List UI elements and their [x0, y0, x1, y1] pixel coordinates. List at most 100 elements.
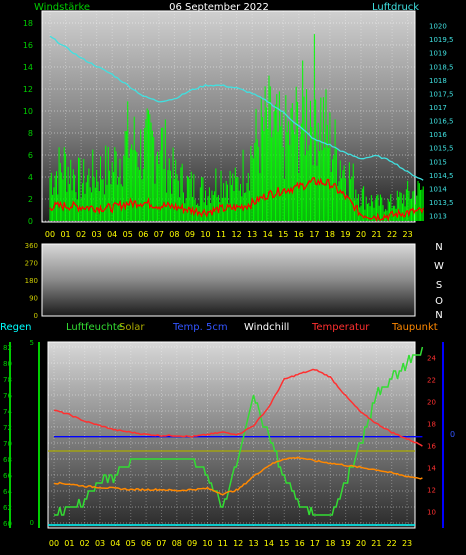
- mid-y-tick: 0: [30, 519, 34, 527]
- temperature-y-tick: 24: [427, 354, 436, 362]
- wind-x-tick: 03: [92, 230, 102, 239]
- wind-gust-series: [49, 34, 424, 221]
- temp-x-tick: 14: [264, 539, 274, 548]
- wind-x-tick: 17: [309, 230, 319, 239]
- mid-y-ticks: 05: [30, 339, 34, 527]
- temp-x-tick: 11: [218, 539, 228, 548]
- dewpoint-line: [53, 456, 423, 496]
- humidity-y-tick: 80: [3, 360, 12, 368]
- temp-x-tick: 05: [126, 539, 136, 548]
- humidity-y-tick: 70: [3, 440, 12, 448]
- pressure-y-tick: 1014,5: [429, 172, 454, 180]
- direction-y-tick: 0: [34, 312, 38, 320]
- legend-luftfeuchte: Luftfeuchte: [66, 322, 123, 333]
- direction-y-tick: 180: [25, 277, 38, 285]
- direction-y-tick: 270: [25, 260, 38, 268]
- temperature-y-tick: 14: [427, 465, 436, 473]
- wind-y-tick: 2: [28, 195, 33, 204]
- humidity-y-tick: 66: [3, 472, 12, 480]
- temp-x-tick: 03: [95, 539, 105, 548]
- pressure-y-tick: 1014: [429, 185, 447, 193]
- legend-temp5cm: Temp. 5cm: [172, 322, 228, 333]
- temp-x-tick: 00: [49, 539, 59, 548]
- wind-x-tick: 20: [356, 230, 366, 239]
- pressure-y-tick: 1019,5: [429, 36, 454, 44]
- humidity-line: [54, 346, 424, 516]
- wind-y-tick: 14: [23, 63, 33, 72]
- compass-label: S: [436, 280, 442, 291]
- wind-x-tick: 06: [138, 230, 148, 239]
- humidity-y-tick: 62: [3, 504, 12, 512]
- humidity-y-tick: 72: [3, 424, 12, 432]
- pressure-axis-title: Luftdruck: [372, 2, 419, 13]
- legend: Regen Luftfeuchte Solar Temp. 5cm Windch…: [0, 322, 438, 333]
- pressure-y-tick: 1019: [429, 50, 447, 58]
- pressure-y-tick: 1013,5: [429, 199, 454, 207]
- wind-x-tick: 16: [294, 230, 304, 239]
- chart-date-title: 06 September 2022: [169, 2, 269, 13]
- temp-x-tick: 10: [202, 539, 212, 548]
- pressure-y-tick: 1020: [429, 23, 447, 31]
- temperature-y-tick: 22: [427, 376, 436, 384]
- temperature-line: [53, 368, 423, 447]
- pressure-y-tick: 1013: [429, 213, 447, 221]
- temp-x-tick: 01: [64, 539, 74, 548]
- wind-x-tick: 02: [76, 230, 86, 239]
- humidity-y-tick: 74: [3, 408, 12, 416]
- wind-y-tick: 0: [28, 217, 33, 226]
- wind-y-tick: 16: [23, 41, 33, 50]
- humidity-y-tick: 82: [3, 344, 12, 352]
- wind-x-tick: 13: [247, 230, 257, 239]
- pressure-y-tick: 1017: [429, 104, 447, 112]
- temperature-y-tick: 12: [427, 487, 436, 495]
- wind-x-tick: 11: [216, 230, 226, 239]
- wind-x-tick: 19: [340, 230, 350, 239]
- legend-temperatur: Temperatur: [311, 322, 370, 333]
- wind-x-tick: 12: [232, 230, 242, 239]
- wind-x-tick: 21: [371, 230, 381, 239]
- pressure-y-tick: 1017,5: [429, 90, 454, 98]
- wind-average-line: [49, 176, 424, 222]
- temp-x-tick: 20: [356, 539, 366, 548]
- compass-label: N: [435, 242, 442, 253]
- pressure-y-tick: 1016,5: [429, 118, 454, 126]
- wind-x-tick: 09: [185, 230, 195, 239]
- wind-y-tick: 6: [28, 151, 33, 160]
- humidity-y-tick: 60: [3, 520, 12, 528]
- temp-x-tick: 23: [402, 539, 412, 548]
- humidity-y-tick: 64: [3, 488, 12, 496]
- pressure-y-tick: 1015,5: [429, 145, 454, 153]
- temp-x-tick: 13: [248, 539, 258, 548]
- wind-y-tick: 4: [28, 173, 33, 182]
- wind-x-tick: 18: [325, 230, 335, 239]
- temp-x-tick: 15: [279, 539, 289, 548]
- pressure-y-tick: 1016: [429, 131, 447, 139]
- temp-x-tick: 16: [295, 539, 305, 548]
- wind-y-tick: 8: [28, 129, 33, 138]
- direction-chart-background: [41, 243, 416, 317]
- direction-y-tick: 360: [25, 242, 38, 250]
- direction-y-ticks: 0 90 180 270 360: [25, 242, 38, 320]
- wind-x-tick: 08: [169, 230, 179, 239]
- humidity-y-tick: 76: [3, 392, 12, 400]
- temp-x-tick: 21: [371, 539, 381, 548]
- wind-x-tick: 22: [387, 230, 397, 239]
- temp-x-tick: 18: [325, 539, 335, 548]
- compass-label: N: [435, 310, 442, 321]
- wind-y-tick: 10: [23, 107, 33, 116]
- legend-taupunkt: Taupunkt: [391, 322, 438, 333]
- temp-x-tick: 17: [310, 539, 320, 548]
- pressure-y-ticks: 1013 1013,5 1014 1014,5 1015 1015,5 1016 1016,5…: [429, 23, 454, 221]
- temp-x-tick: 19: [341, 539, 351, 548]
- wind-x-tick: 00: [45, 230, 55, 239]
- direction-y-tick: 90: [29, 295, 38, 303]
- pressure-y-tick: 1018: [429, 77, 447, 85]
- compass-label: W: [434, 261, 444, 272]
- humidity-y-ticks: 60 62 64 66 68 70 72 74 76 78 80 82: [3, 344, 12, 528]
- wind-x-tick: 07: [154, 230, 164, 239]
